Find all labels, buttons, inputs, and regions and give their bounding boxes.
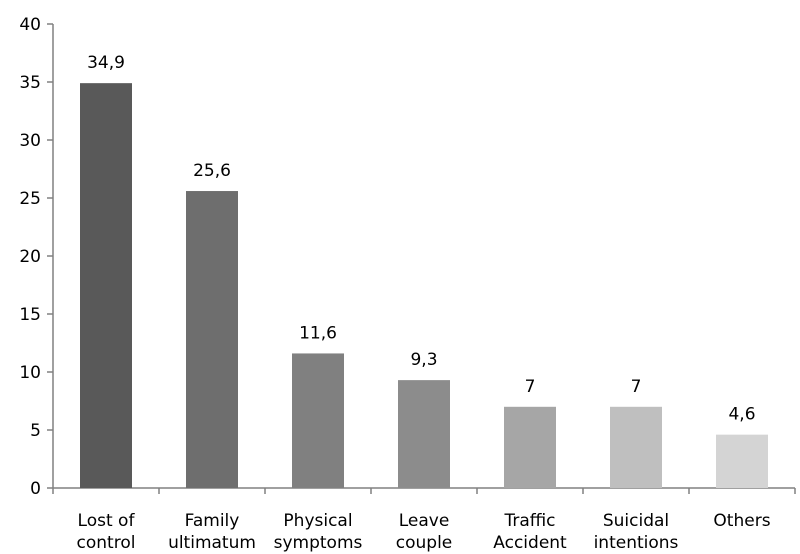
category-label: Leave xyxy=(399,511,450,531)
category-label: control xyxy=(77,533,136,553)
data-label: 11,6 xyxy=(299,323,337,343)
data-label: 4,6 xyxy=(728,405,755,425)
category-label: Family xyxy=(185,511,240,531)
bar xyxy=(504,406,556,488)
category-label: Accident xyxy=(493,533,567,553)
y-tick-label: 10 xyxy=(19,363,41,383)
data-labels: 34,9 25,6 11,6 9,3 7 7 4,6 xyxy=(87,53,755,424)
bar xyxy=(610,406,662,488)
data-label: 7 xyxy=(525,377,536,397)
y-tick-label: 15 xyxy=(19,305,41,325)
category-label: intentions xyxy=(594,533,679,553)
bar xyxy=(292,353,344,488)
data-label: 34,9 xyxy=(87,53,125,73)
category-label: couple xyxy=(396,533,453,553)
bar xyxy=(716,434,768,488)
category-label: ultimatum xyxy=(168,533,256,553)
y-axis: 0 5 10 15 20 25 30 35 40 xyxy=(19,15,54,499)
y-tick-label: 5 xyxy=(30,421,41,441)
y-tick-label: 20 xyxy=(19,247,41,267)
data-label: 7 xyxy=(631,377,642,397)
y-tick-label: 25 xyxy=(19,189,41,209)
category-label: symptoms xyxy=(274,533,363,553)
data-label: 25,6 xyxy=(193,161,231,181)
category-label: Traffic xyxy=(503,511,555,531)
category-label: Suicidal xyxy=(603,511,669,531)
y-tick-label: 35 xyxy=(19,73,41,93)
data-label: 9,3 xyxy=(410,350,437,370)
bar xyxy=(186,191,238,489)
bar xyxy=(80,83,132,488)
y-tick-label: 30 xyxy=(19,131,41,151)
bars xyxy=(80,83,768,489)
category-label: Physical xyxy=(283,511,352,531)
y-tick-label: 0 xyxy=(30,479,41,499)
y-tick-label: 40 xyxy=(19,15,41,35)
bar xyxy=(398,380,450,488)
category-label: Others xyxy=(713,511,770,531)
x-axis xyxy=(52,487,796,494)
category-label: Lost of xyxy=(78,511,136,531)
